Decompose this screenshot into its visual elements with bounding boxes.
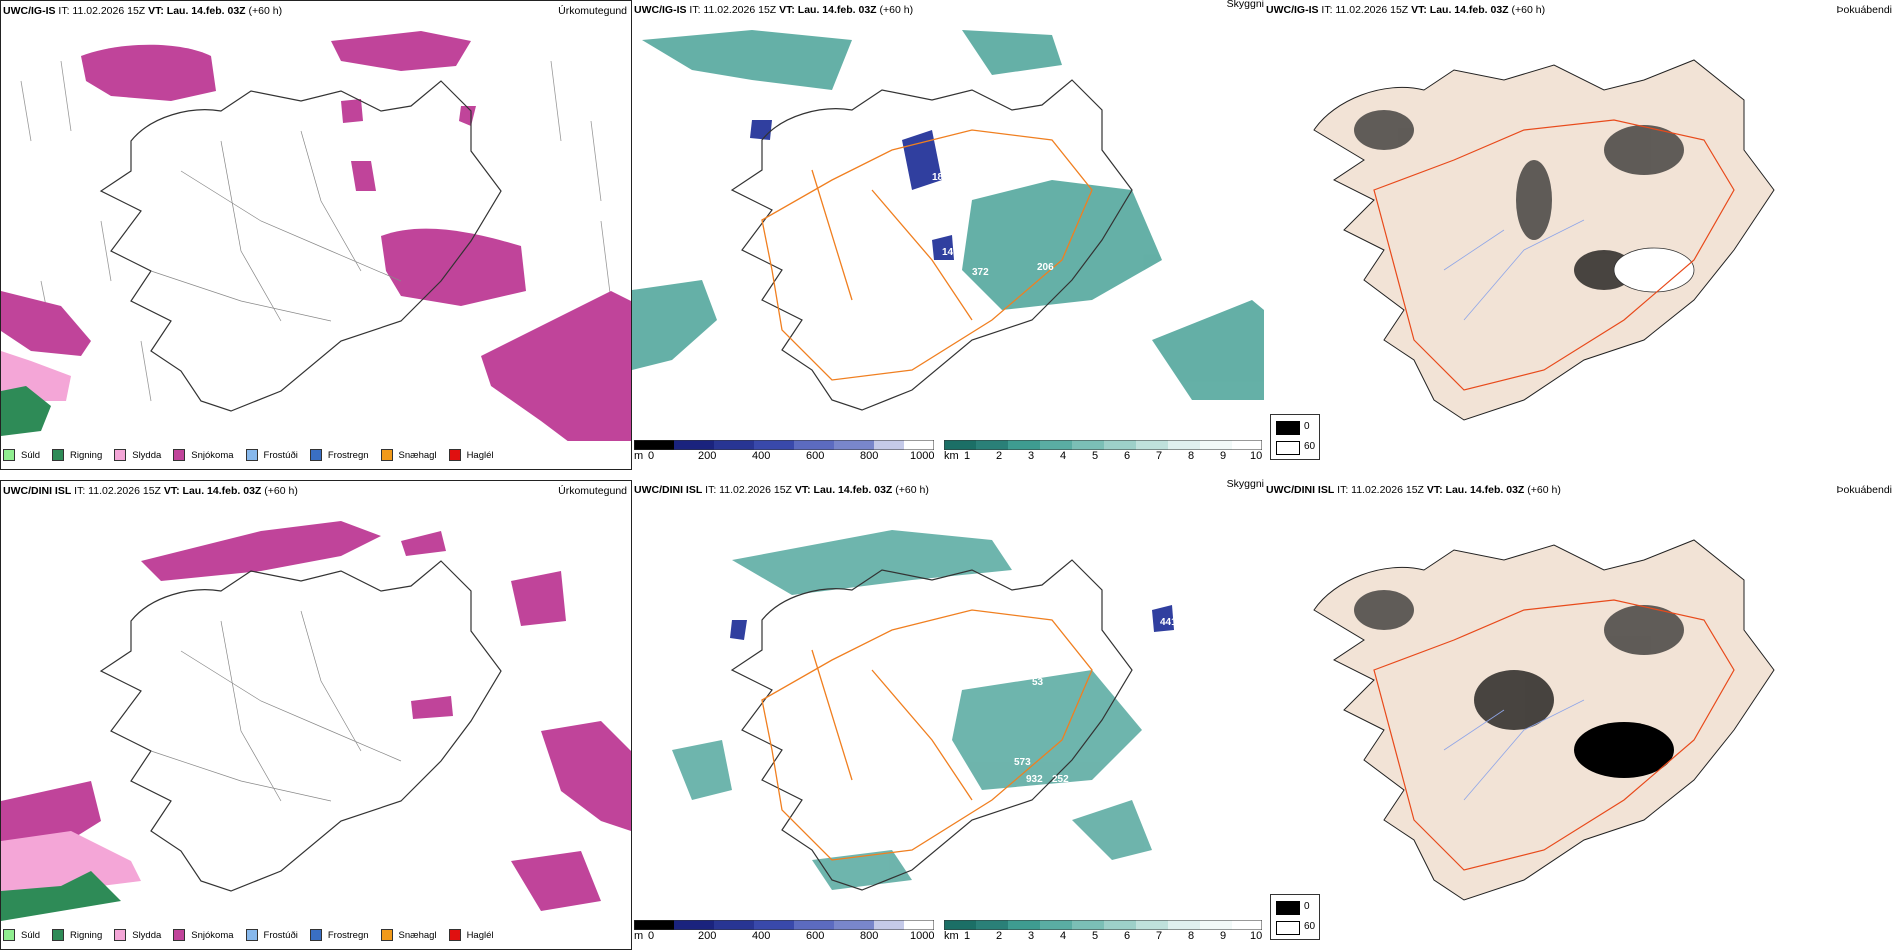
panel-title: Skyggni — [1226, 478, 1264, 490]
precip-type-panel-igis: UWC/IG-IS IT: 11.02.2026 15Z VT: Lau. 14… — [0, 0, 632, 470]
legend-item: Rigning — [52, 929, 102, 941]
vis-label: 366 — [760, 84, 777, 95]
visibility-colorbar: km 1 2 3 4 5 6 7 8 9 10 — [944, 920, 1262, 942]
legend-item: Rigning — [52, 449, 102, 461]
fog-legend: 0 60 — [1270, 894, 1320, 940]
vis-label: 441 — [1160, 617, 1177, 628]
panel-header: UWC/IG-IS IT: 11.02.2026 15Z VT: Lau. 14… — [1266, 4, 1546, 16]
legend-item: Frostregn — [309, 449, 369, 461]
fog-map — [1313, 59, 1775, 421]
vis-label: 206 — [1037, 262, 1054, 273]
panel-header: UWC/DINI ISL IT: 11.02.2026 15Z VT: Lau.… — [3, 485, 298, 497]
visibility-panel-dini: UWC/DINI ISL IT: 11.02.2026 15Z VT: Lau.… — [632, 478, 1264, 950]
vis-label: 932 — [1026, 774, 1043, 785]
legend-item: Súld — [3, 449, 40, 461]
precip-type-panel-dini: UWC/DINI ISL IT: 11.02.2026 15Z VT: Lau.… — [0, 480, 632, 950]
panel-header: UWC/DINI ISL IT: 11.02.2026 15Z VT: Lau.… — [634, 484, 929, 496]
panel-header: UWC/DINI ISL IT: 11.02.2026 15Z VT: Lau.… — [1266, 484, 1561, 496]
panel-header: UWC/IG-IS IT: 11.02.2026 15Z VT: Lau. 14… — [3, 5, 283, 17]
visibility-panel-igis: UWC/IG-IS IT: 11.02.2026 15Z VT: Lau. 14… — [632, 0, 1264, 470]
legend-item: Snæhagl — [380, 929, 437, 941]
legend-item: Snjókoma — [173, 929, 234, 941]
legend-item: Frostúði — [245, 929, 298, 941]
fog-map — [1313, 539, 1775, 901]
ceiling-ticks: 0 200 400 600 800 1000 — [648, 450, 935, 462]
vis-label: 53 — [1032, 677, 1044, 688]
visibility-map: 441 53 573 932 252 — [672, 530, 1177, 891]
precip-legend: Súld Rigning Slydda Snjókoma Frostúði Fr… — [3, 449, 506, 461]
panel-title: Þokuábendi — [1836, 484, 1892, 496]
legend-item: Haglél — [448, 929, 494, 941]
fog-panel-igis: UWC/IG-IS IT: 11.02.2026 15Z VT: Lau. 14… — [1264, 0, 1896, 470]
precip-legend: Súld Rigning Slydda Snjókoma Frostúði Fr… — [3, 929, 506, 941]
panel-title: Úrkomutegund — [558, 485, 627, 497]
vis-label: 372 — [972, 267, 989, 278]
legend-item: Haglél — [448, 449, 494, 461]
panel-title: Skyggni — [1226, 0, 1264, 10]
panel-title: Þokuábendi — [1836, 4, 1892, 16]
ceiling-colorbar: m 0 200 400 600 800 1000 — [634, 440, 934, 462]
legend-item: Slydda — [114, 449, 161, 461]
visibility-map: 337 366 59 286 189 23 147 372 206 153 — [632, 30, 1264, 411]
legend-item: Súld — [3, 929, 40, 941]
visibility-colorbar: km 1 2 3 4 5 6 7 8 9 10 — [944, 440, 1262, 462]
panel-header: UWC/IG-IS IT: 11.02.2026 15Z VT: Lau. 14… — [634, 4, 914, 16]
vis-label: 147 — [942, 247, 959, 258]
vis-label: 286 — [922, 102, 939, 113]
legend-item: Frostregn — [309, 929, 369, 941]
legend-item: Snæhagl — [380, 449, 437, 461]
precip-map — [1, 31, 631, 441]
legend-item: Snjókoma — [173, 449, 234, 461]
ceiling-colorbar: m 0 200 400 600 800 1000 — [634, 920, 934, 942]
ceiling-ticks: 0 200 400 600 800 1000 — [648, 930, 935, 942]
vis-label: 153 — [644, 382, 661, 393]
visibility-ticks: 1 2 3 4 5 6 7 8 9 10 — [964, 450, 1263, 462]
vis-label: 252 — [1052, 774, 1069, 785]
vis-label: 337 — [732, 82, 749, 93]
vis-label: 189 — [932, 172, 949, 183]
vis-label: 59 — [720, 104, 732, 115]
vis-label: 23 — [954, 174, 966, 185]
precip-map — [1, 521, 631, 921]
vis-label: 573 — [1014, 757, 1031, 768]
fog-legend: 0 60 — [1270, 414, 1320, 460]
fog-panel-dini: UWC/DINI ISL IT: 11.02.2026 15Z VT: Lau.… — [1264, 480, 1896, 950]
legend-item: Frostúði — [245, 449, 298, 461]
panel-title: Úrkomutegund — [558, 5, 627, 17]
visibility-ticks: 1 2 3 4 5 6 7 8 9 10 — [964, 930, 1263, 942]
legend-item: Slydda — [114, 929, 161, 941]
